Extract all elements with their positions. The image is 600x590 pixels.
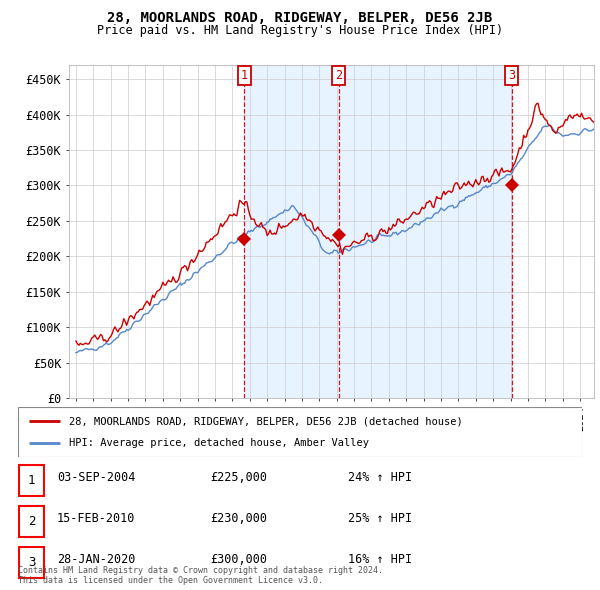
Text: £230,000: £230,000 <box>210 512 267 525</box>
Text: 25% ↑ HPI: 25% ↑ HPI <box>348 512 412 525</box>
Text: 3: 3 <box>508 69 515 82</box>
Text: 16% ↑ HPI: 16% ↑ HPI <box>348 553 412 566</box>
Text: 28, MOORLANDS ROAD, RIDGEWAY, BELPER, DE56 2JB: 28, MOORLANDS ROAD, RIDGEWAY, BELPER, DE… <box>107 11 493 25</box>
Text: £225,000: £225,000 <box>210 471 267 484</box>
Text: 24% ↑ HPI: 24% ↑ HPI <box>348 471 412 484</box>
Text: 28, MOORLANDS ROAD, RIDGEWAY, BELPER, DE56 2JB (detached house): 28, MOORLANDS ROAD, RIDGEWAY, BELPER, DE… <box>69 416 463 426</box>
Text: 1: 1 <box>28 474 35 487</box>
Text: 15-FEB-2010: 15-FEB-2010 <box>57 512 136 525</box>
Text: Contains HM Land Registry data © Crown copyright and database right 2024.
This d: Contains HM Land Registry data © Crown c… <box>18 566 383 585</box>
Text: 2: 2 <box>28 515 35 528</box>
Text: 28-JAN-2020: 28-JAN-2020 <box>57 553 136 566</box>
Text: 3: 3 <box>28 556 35 569</box>
Text: HPI: Average price, detached house, Amber Valley: HPI: Average price, detached house, Ambe… <box>69 438 369 448</box>
Text: 1: 1 <box>241 69 248 82</box>
Text: Price paid vs. HM Land Registry's House Price Index (HPI): Price paid vs. HM Land Registry's House … <box>97 24 503 37</box>
Text: 03-SEP-2004: 03-SEP-2004 <box>57 471 136 484</box>
Text: 2: 2 <box>335 69 343 82</box>
Text: £300,000: £300,000 <box>210 553 267 566</box>
Bar <box>244 65 512 398</box>
